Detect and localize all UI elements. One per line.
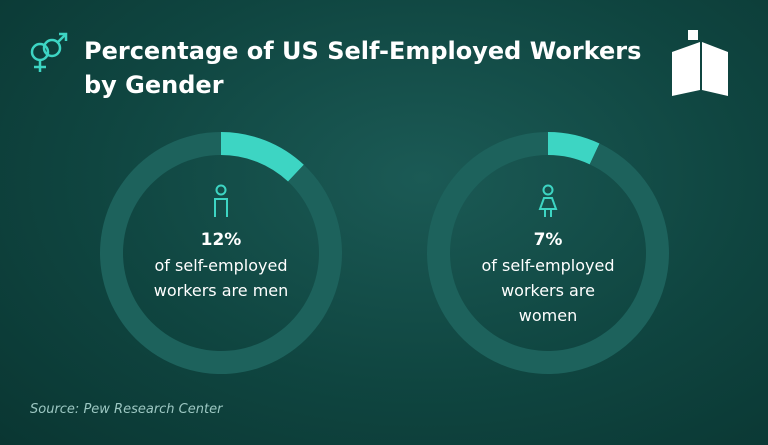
donut-segment [548,132,600,165]
title: Percentage of US Self-Employed Workers b… [84,37,642,99]
gender-icon [30,32,68,72]
logo [672,30,728,96]
caption: of self-employed workers are men [153,256,289,300]
person-icon [214,184,228,217]
icon-body [214,198,228,217]
value-label: 7% [533,230,563,250]
donut-label: 12% of self-employed workers are men [136,228,306,303]
donut-segment [221,132,304,182]
icon-body [538,197,558,217]
donut-label: 7% of self-employed workers are women [463,228,633,328]
value-label: 12% [200,230,242,250]
icon-head [215,184,227,196]
icon-head [542,184,554,196]
caption: of self-employed workers are women [481,256,615,325]
source: Source: Pew Research Center [30,402,223,417]
person-icon [538,184,558,217]
